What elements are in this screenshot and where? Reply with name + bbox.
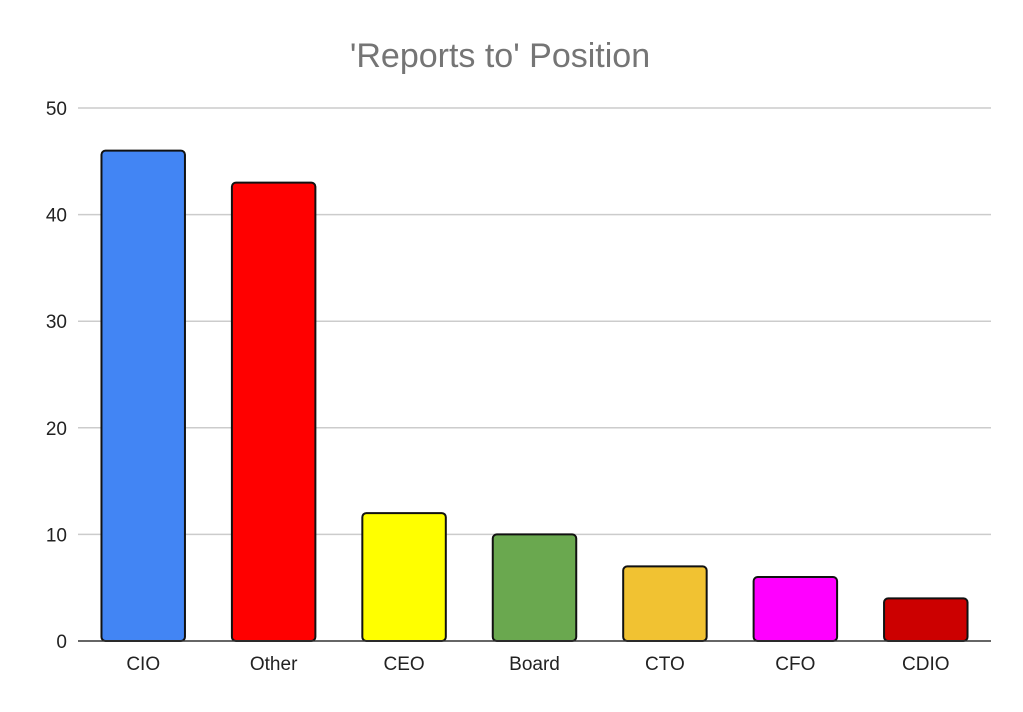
bar-other [230, 181, 317, 642]
x-tick-label: CTO [645, 654, 685, 675]
y-tick-label: 50 [46, 99, 67, 120]
x-axis-ticks: CIO Other CEO Board CTO CFO CDIO [126, 654, 949, 675]
gridlines [78, 107, 991, 536]
x-tick-label: CEO [383, 654, 424, 675]
y-tick-label: 0 [56, 632, 67, 653]
y-tick-label: 40 [46, 206, 67, 227]
bars [100, 149, 969, 643]
x-tick-label: CDIO [902, 654, 950, 675]
bar-cdio [883, 597, 969, 642]
y-tick-label: 20 [46, 419, 67, 440]
bar-ceo [361, 512, 447, 643]
y-tick-label: 30 [46, 312, 67, 333]
x-tick-label: Other [250, 654, 298, 675]
chart-title: 'Reports to' Position [350, 37, 650, 75]
bar-cfo [752, 576, 839, 642]
y-axis-ticks: 0 10 20 30 40 50 [46, 99, 67, 653]
bar-board [491, 533, 578, 643]
x-tick-label: CFO [775, 654, 815, 675]
y-tick-label: 10 [46, 525, 67, 546]
x-tick-label: Board [509, 654, 560, 675]
bar-cto [622, 565, 708, 643]
bar-cio [100, 149, 186, 642]
x-tick-label: CIO [126, 654, 160, 675]
